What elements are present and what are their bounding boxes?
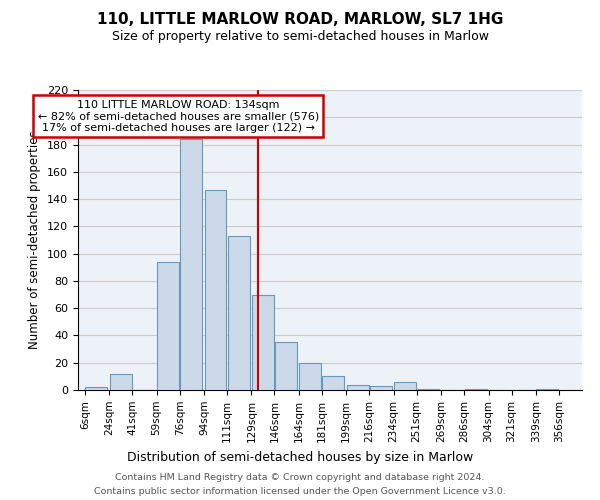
Bar: [275, 342, 297, 390]
Bar: [347, 384, 369, 390]
Bar: [110, 374, 131, 390]
Bar: [322, 376, 344, 390]
Text: 110, LITTLE MARLOW ROAD, MARLOW, SL7 1HG: 110, LITTLE MARLOW ROAD, MARLOW, SL7 1HG: [97, 12, 503, 28]
Bar: [180, 139, 202, 390]
Bar: [227, 236, 250, 390]
Text: Distribution of semi-detached houses by size in Marlow: Distribution of semi-detached houses by …: [127, 451, 473, 464]
Bar: [464, 388, 487, 390]
Text: Contains public sector information licensed under the Open Government Licence v3: Contains public sector information licen…: [94, 486, 506, 496]
Bar: [394, 382, 416, 390]
Bar: [157, 262, 179, 390]
Bar: [299, 362, 322, 390]
Bar: [536, 388, 559, 390]
Bar: [370, 386, 392, 390]
Bar: [252, 294, 274, 390]
Text: 110 LITTLE MARLOW ROAD: 134sqm
← 82% of semi-detached houses are smaller (576)
1: 110 LITTLE MARLOW ROAD: 134sqm ← 82% of …: [38, 100, 319, 132]
Text: Size of property relative to semi-detached houses in Marlow: Size of property relative to semi-detach…: [112, 30, 488, 43]
Y-axis label: Number of semi-detached properties: Number of semi-detached properties: [28, 130, 41, 350]
Bar: [85, 388, 107, 390]
Text: Contains HM Land Registry data © Crown copyright and database right 2024.: Contains HM Land Registry data © Crown c…: [115, 473, 485, 482]
Bar: [205, 190, 226, 390]
Bar: [417, 388, 439, 390]
